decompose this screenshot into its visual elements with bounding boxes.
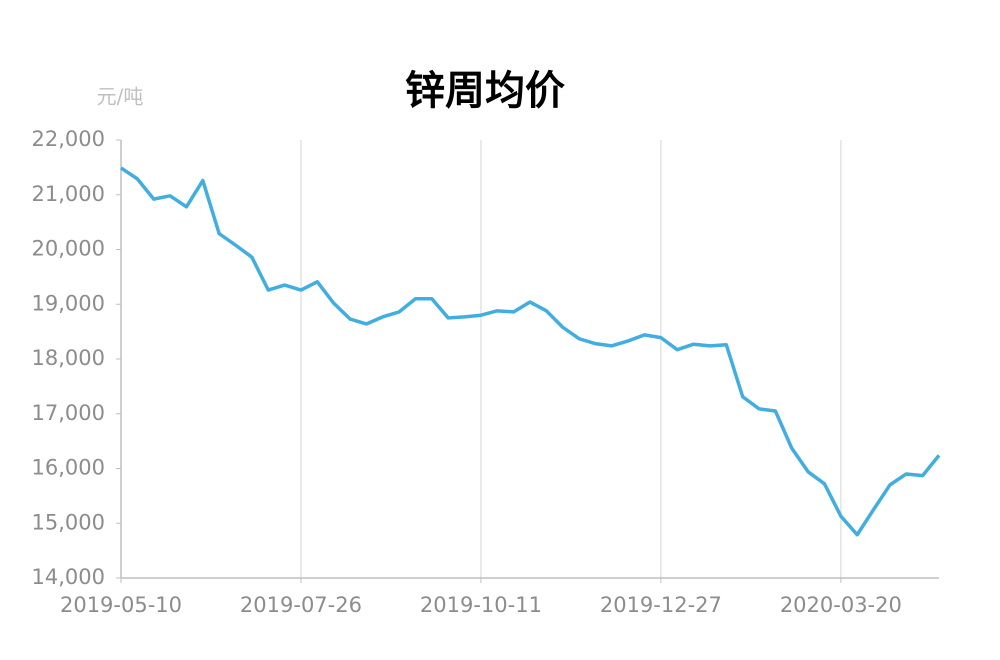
y-tick-label: 16,000 [32, 456, 105, 480]
y-tick-label: 19,000 [32, 291, 105, 315]
y-tick-label: 17,000 [32, 401, 105, 425]
data-line [120, 166, 941, 537]
y-tick-label: 14,000 [32, 565, 105, 589]
y-tick-label: 21,000 [32, 182, 105, 206]
x-tick-label: 2019-12-27 [600, 593, 722, 617]
y-tick-label: 22,000 [32, 127, 105, 151]
y-tick-label: 15,000 [32, 510, 105, 534]
y-tick-label: 18,000 [32, 346, 105, 370]
x-tick-label: 2019-10-11 [420, 593, 542, 617]
y-tick-label: 20,000 [32, 237, 105, 261]
y-axis-unit: 元/吨 [97, 85, 144, 109]
x-tick-label: 2019-07-26 [240, 593, 362, 617]
x-tick-label: 2020-03-20 [780, 593, 902, 617]
chart-title: 锌周均价 [405, 68, 565, 114]
x-tick-label: 2019-05-10 [60, 593, 182, 617]
